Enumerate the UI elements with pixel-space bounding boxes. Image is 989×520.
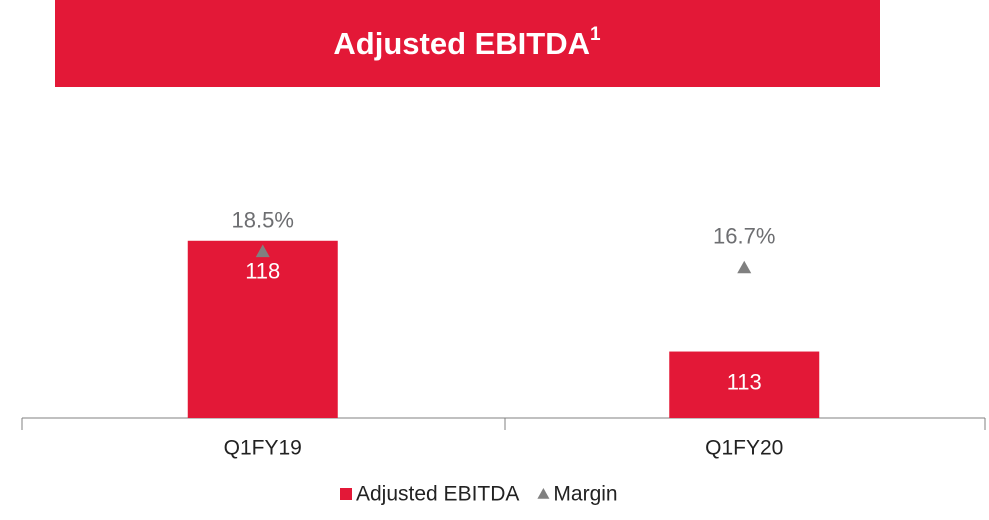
legend-swatch: [340, 488, 352, 500]
title-banner: [55, 0, 880, 87]
bar-value-label: 113: [727, 369, 762, 394]
bar: [187, 240, 338, 418]
margin-marker: [255, 244, 270, 258]
x-tick-label: Q1FY19: [224, 437, 302, 460]
chart-title: Adjusted EBITDA1: [333, 24, 601, 61]
title-text: Adjusted EBITDA: [333, 26, 590, 61]
x-tick-label: Q1FY20: [705, 437, 783, 460]
margin-value-label: 18.5%: [232, 207, 294, 232]
margin-value-label: 16.7%: [713, 224, 775, 249]
margin-marker: [737, 260, 752, 274]
legend-label: Margin: [553, 483, 617, 506]
bar: [669, 351, 820, 418]
legend-marker: [537, 488, 550, 499]
bar-value-label: 118: [245, 259, 280, 284]
legend-label: Adjusted EBITDA: [356, 483, 519, 506]
title-superscript: 1: [590, 24, 601, 45]
